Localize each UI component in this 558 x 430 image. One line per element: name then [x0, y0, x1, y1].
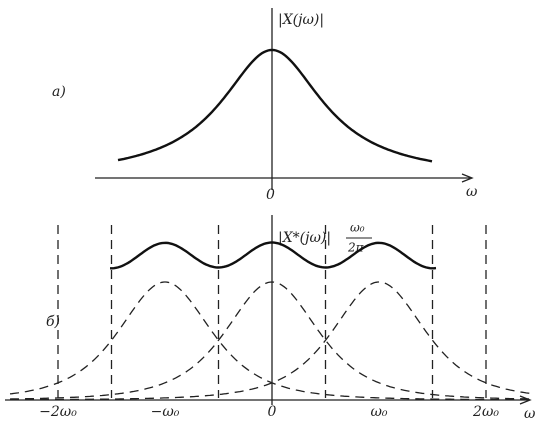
fraction-numerator: ω₀ — [350, 221, 365, 235]
panel-label: б) — [46, 314, 60, 330]
periodic-spectrum — [110, 241, 437, 270]
origin-label: 0 — [266, 187, 275, 203]
panel-label: а) — [52, 84, 66, 100]
x-tick-label: −ω₀ — [151, 404, 180, 420]
x-axis-label: ω — [524, 406, 536, 422]
component-curve — [9, 281, 535, 400]
x-axis-label: ω — [466, 184, 478, 200]
x-tick-label: ω₀ — [370, 404, 387, 420]
x-tick-label: 0 — [268, 404, 277, 420]
x-arrow-a — [461, 173, 474, 183]
y-axis-label: |X(jω)| — [278, 12, 324, 28]
component-curve — [10, 281, 535, 401]
spectrum-curve — [117, 48, 433, 163]
x-tick-label: 2ω₀ — [472, 404, 499, 420]
x-tick-label: −2ω₀ — [39, 404, 77, 420]
x-arrow-b — [519, 395, 532, 405]
y-axis-label: |X*(jω)| — [278, 230, 331, 246]
